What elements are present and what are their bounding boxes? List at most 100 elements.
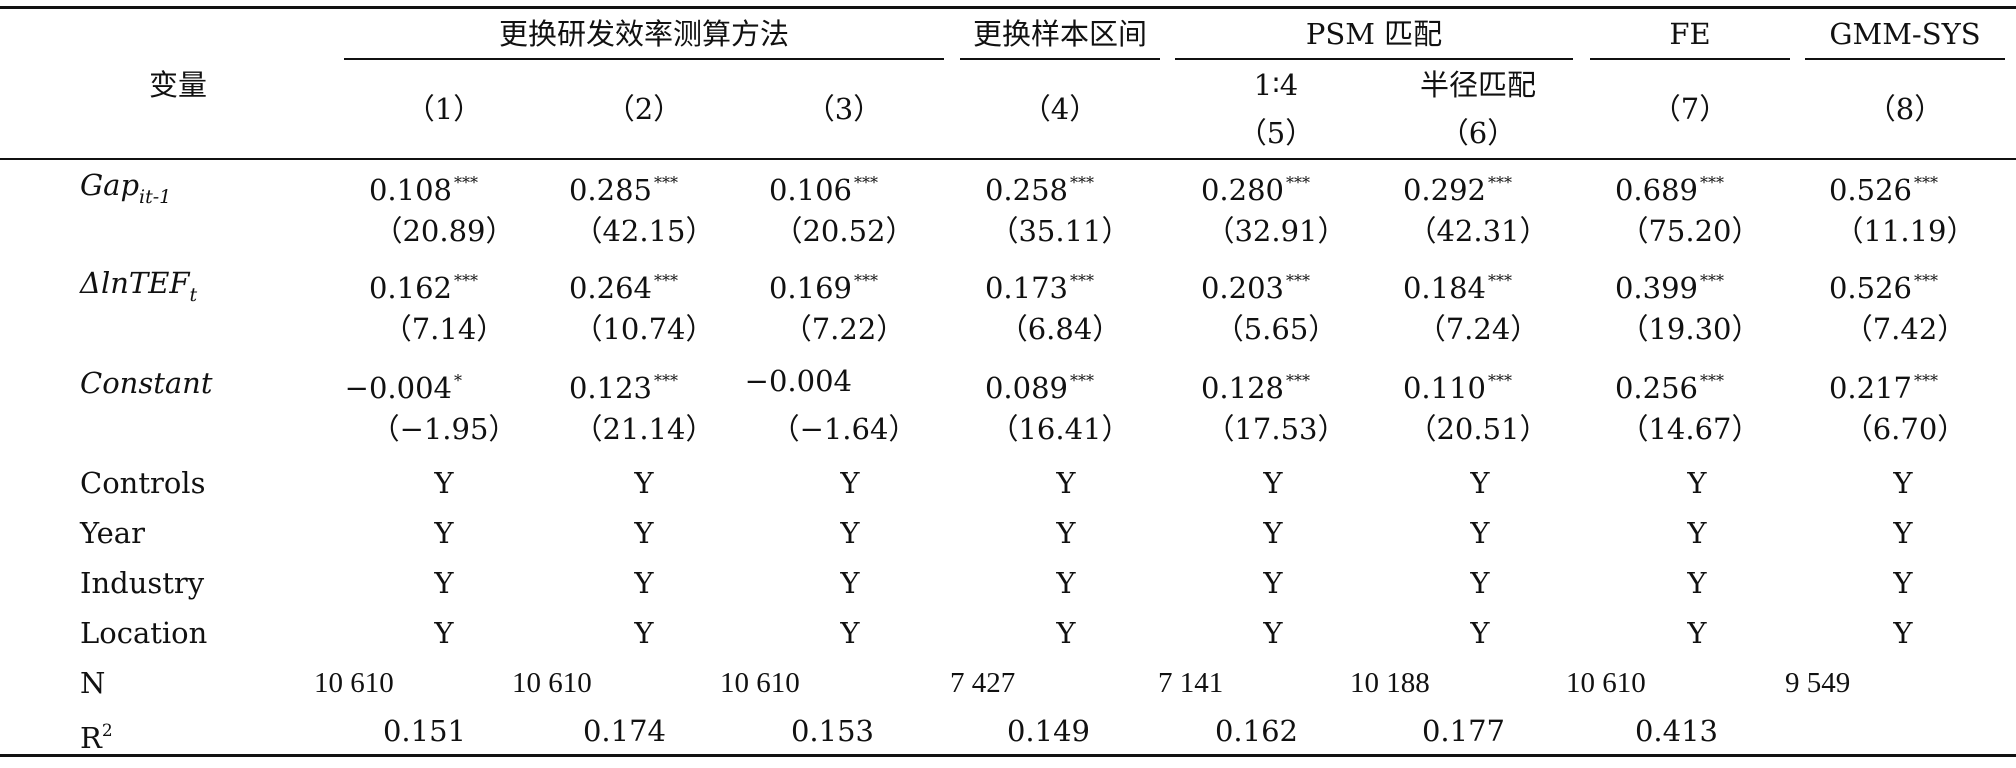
gap-coef-cell: 0.526 *** (1829, 166, 1950, 207)
control-indicator-cell: Y (434, 616, 454, 650)
constant-tstat-cell: （−1.64） (770, 412, 918, 446)
significance-stars: *** (1700, 173, 1724, 192)
control-indicator-cell: Y (434, 566, 454, 600)
significance-stars: *** (1286, 173, 1310, 192)
control-indicator-cell: Y (840, 516, 860, 550)
significance-stars: *** (654, 371, 678, 390)
coef-value: 0.689 (1614, 173, 1698, 207)
tef-tstat-cell: （6.84） (998, 312, 1122, 346)
significance-stars: *** (1700, 271, 1724, 290)
gap-coef-cell: 0.292 *** (1403, 166, 1524, 207)
control-indicator-cell: Y (1893, 566, 1913, 600)
constant-coef-cell: 0.256 *** (1615, 364, 1736, 405)
significance-stars: *** (1488, 271, 1512, 290)
coef-value: −0.004 (344, 371, 452, 405)
control-indicator-cell: Y (634, 616, 654, 650)
variable-header: 变量 (148, 68, 208, 102)
group-underline-5 (1805, 58, 2005, 60)
gap-tstat-cell: （20.52） (773, 214, 915, 248)
col-header-1: （1） (405, 92, 483, 126)
n-cell: 10 610 (720, 667, 800, 699)
coef-value: 0.280 (1200, 173, 1284, 207)
tef-tstat-cell: （19.30） (1619, 312, 1761, 346)
control-indicator-cell: Y (434, 466, 454, 500)
gap-tstat-cell: （42.31） (1407, 214, 1549, 248)
coef-value: 0.108 (368, 173, 452, 207)
control-indicator-cell: Y (1056, 616, 1076, 650)
significance-stars: *** (1070, 271, 1094, 290)
control-indicator-cell: Y (1893, 516, 1913, 550)
constant-tstat-cell: （17.53） (1205, 412, 1347, 446)
row-label-constant: Constant (80, 366, 213, 400)
significance-stars: * (454, 371, 462, 390)
psm-sub-header-2: 半径匹配 (1419, 68, 1537, 102)
gap-coef-cell: 0.108 *** (369, 166, 490, 207)
coef-value: 0.110 (1402, 371, 1486, 405)
gap-tstat-cell: （20.89） (373, 214, 515, 248)
control-indicator-cell: Y (840, 616, 860, 650)
significance-stars: *** (1700, 371, 1724, 390)
bottom-rule (0, 754, 2016, 757)
significance-stars: *** (654, 271, 678, 290)
coef-value: 0.162 (368, 271, 452, 305)
group-header-3: PSM 匹配 (1305, 17, 1443, 51)
control-indicator-cell: Y (434, 516, 454, 550)
col-header-2: （2） (605, 92, 683, 126)
coef-value: 0.169 (768, 271, 852, 305)
control-indicator-cell: Y (634, 466, 654, 500)
tef-coef-cell: 0.264 *** (569, 264, 690, 305)
row-label-gap: Gapit-1 (80, 168, 172, 208)
coef-value: 0.256 (1614, 371, 1698, 405)
col-header-6: （6） (1439, 116, 1517, 150)
constant-coef-cell: 0.217 *** (1829, 364, 1950, 405)
top-rule (0, 6, 2016, 9)
n-cell: 7 427 (950, 667, 1016, 699)
constant-tstat-cell: （6.70） (1843, 412, 1967, 446)
significance-stars: *** (1914, 271, 1938, 290)
header-rule (0, 158, 2016, 160)
constant-tstat-cell: （16.41） (989, 412, 1131, 446)
tef-coef-cell: 0.399 *** (1615, 264, 1736, 305)
significance-stars: *** (1914, 371, 1938, 390)
tef-coef-cell: 0.526 *** (1829, 264, 1950, 305)
tef-tstat-cell: （7.14） (382, 312, 506, 346)
constant-coef-cell: 0.123 *** (569, 364, 690, 405)
coef-value: 0.089 (984, 371, 1068, 405)
gap-tstat-cell: （11.19） (1834, 214, 1976, 248)
control-indicator-cell: Y (1470, 466, 1490, 500)
n-cell: 10 610 (1566, 667, 1646, 699)
significance-stars: *** (1070, 173, 1094, 192)
tef-tstat-cell: （7.42） (1843, 312, 1967, 346)
n-cell: 10 610 (512, 667, 592, 699)
r2-cell: 0.151 (382, 714, 466, 748)
significance-stars: *** (854, 271, 878, 290)
constant-tstat-cell: （−1.95） (370, 412, 518, 446)
significance-stars: *** (1286, 371, 1310, 390)
n-cell: 9 549 (1785, 667, 1851, 699)
gap-coef-cell: 0.258 *** (985, 166, 1106, 207)
control-indicator-cell: Y (840, 466, 860, 500)
control-indicator-cell: Y (634, 516, 654, 550)
gap-tstat-cell: （42.15） (573, 214, 715, 248)
control-indicator-cell: Y (1263, 616, 1283, 650)
significance-stars: *** (854, 173, 878, 192)
significance-stars: *** (1286, 271, 1310, 290)
tef-tstat-cell: （7.24） (1416, 312, 1540, 346)
control-indicator-cell: Y (1263, 466, 1283, 500)
significance-stars: *** (1914, 173, 1938, 192)
control-indicator-cell: Y (634, 566, 654, 600)
gap-tstat-cell: （32.91） (1205, 214, 1347, 248)
constant-tstat-cell: （21.14） (573, 412, 715, 446)
coef-value: 0.184 (1402, 271, 1486, 305)
control-indicator-cell: Y (1056, 566, 1076, 600)
group-header-2: 更换样本区间 (972, 17, 1148, 51)
coef-value: 0.128 (1200, 371, 1284, 405)
coef-value: 0.285 (568, 173, 652, 207)
n-cell: 10 610 (314, 667, 394, 699)
constant-tstat-cell: （14.67） (1619, 412, 1761, 446)
constant-coef-cell: −0.004 * (345, 364, 490, 405)
control-indicator-cell: Y (1470, 516, 1490, 550)
control-indicator-cell: Y (1687, 516, 1707, 550)
col-header-8: （8） (1866, 92, 1944, 126)
